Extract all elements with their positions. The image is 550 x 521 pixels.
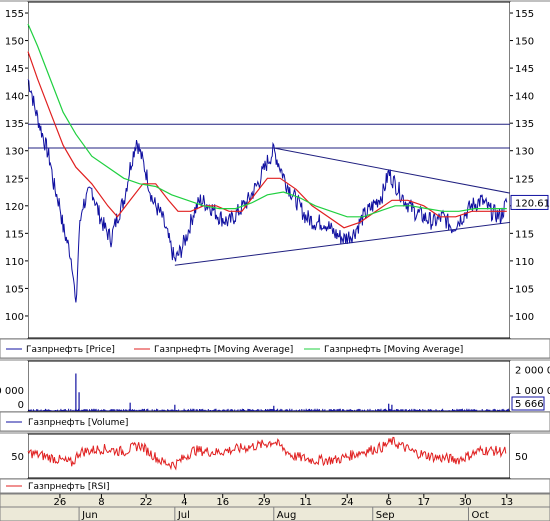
trendline xyxy=(174,221,511,266)
price-ytick-left: 110 xyxy=(5,257,24,268)
price-ytick-right: 130 xyxy=(515,147,534,158)
legend-label-2: Газпрнефть [Moving Average] xyxy=(154,345,293,355)
x-day-tick: 4 xyxy=(181,497,187,508)
price-legend-bar xyxy=(0,338,550,359)
x-day-tick: 24 xyxy=(341,497,354,508)
rsi-ytick-left: 50 xyxy=(11,452,24,463)
rsi-ytick-right: 50 xyxy=(515,452,528,463)
x-month-tick: Aug xyxy=(277,510,297,521)
price-ytick-left: 105 xyxy=(5,284,24,295)
x-day-tick: 29 xyxy=(258,497,271,508)
price-ytick-right: 135 xyxy=(515,119,534,130)
price-ytick-left: 115 xyxy=(5,229,24,240)
price-right-axis xyxy=(510,2,550,338)
legend-label-1: Газпрнефть [Price] xyxy=(26,345,115,355)
price-plot-area xyxy=(27,1,511,339)
volume-bars xyxy=(28,408,510,411)
volume-ytick-right: 2 000 000 xyxy=(515,365,550,376)
rsi-legend-label: Газпрнефть [RSI] xyxy=(28,482,110,492)
price-ytick-right: 100 xyxy=(515,312,534,323)
trendline xyxy=(273,147,511,194)
volume-ytick-left: 0 000 xyxy=(0,386,24,397)
price-ytick-left: 125 xyxy=(5,174,24,185)
price-ytick-right: 145 xyxy=(515,64,534,75)
x-axis: 26 8 22 4 16 29 11 24 6 17 30 13 Jun Jul Aug Sep Oct xyxy=(0,493,550,521)
x-day-tick: 6 xyxy=(386,497,392,508)
price-ytick-left: 140 xyxy=(5,92,24,103)
price-ytick-right: 125 xyxy=(515,174,534,185)
rsi-left-axis xyxy=(0,434,28,478)
moving-average-line-1 xyxy=(27,51,507,229)
price-ytick-right: 140 xyxy=(515,92,534,103)
price-legend: Газпрнефть [Price] Газпрнефть [Moving Ave… xyxy=(0,338,550,359)
rsi-plot-area xyxy=(27,433,511,479)
volume-left-axis xyxy=(0,361,28,411)
volume-legend: Газпрнефть [Volume] xyxy=(0,411,550,432)
volume-last-value-box xyxy=(511,396,545,411)
x-day-tick: 16 xyxy=(216,497,229,508)
price-ytick-right: 155 xyxy=(515,9,534,20)
price-ytick-right: 150 xyxy=(515,37,534,48)
price-ytick-left: 145 xyxy=(5,64,24,75)
x-month-tick: Sep xyxy=(376,510,395,521)
x-month-tick: Jul xyxy=(177,510,190,521)
price-ytick-right: 115 xyxy=(515,229,534,240)
volume-legend-label: Газпрнефть [Volume] xyxy=(28,418,128,428)
price-ytick-left: 100 xyxy=(5,312,24,323)
x-day-tick: 13 xyxy=(500,497,513,508)
legend-label-3: Газпрнефть [Moving Average] xyxy=(324,345,463,355)
price-ytick-right: 105 xyxy=(515,284,534,295)
x-day-tick: 11 xyxy=(299,497,312,508)
x-day-tick: 8 xyxy=(98,497,104,508)
price-series-line xyxy=(27,79,508,303)
volume-ytick-right: 1 000 000 xyxy=(515,386,550,397)
x-day-tick: 30 xyxy=(459,497,472,508)
rsi-series-line xyxy=(27,436,507,471)
x-month-tick: Oct xyxy=(472,510,489,521)
rsi-legend-bar xyxy=(0,478,550,494)
price-last-value: 120.61 xyxy=(515,198,550,209)
volume-plot-area xyxy=(27,360,511,412)
price-ytick-right: 110 xyxy=(515,257,534,268)
rsi-panel: 50 50 xyxy=(0,433,550,479)
volume-legend-bar xyxy=(0,411,550,432)
x-day-tick: 26 xyxy=(54,497,67,508)
price-left-axis xyxy=(0,2,28,338)
price-ytick-left: 135 xyxy=(5,119,24,130)
volume-ytick-left-zero: 0 xyxy=(18,400,24,411)
price-ytick-left: 155 xyxy=(5,9,24,20)
price-panel: 1001001051051101101151151201201251251301… xyxy=(0,1,550,339)
volume-last-value: 5 666 xyxy=(515,399,544,410)
rsi-right-axis xyxy=(510,434,550,478)
x-month-tick: Jun xyxy=(81,510,98,521)
x-day-tick: 22 xyxy=(140,497,153,508)
moving-average-line-2 xyxy=(27,23,507,218)
volume-panel: 1 000 000 2 000 000 0 000 0 5 666 xyxy=(0,360,550,412)
price-ytick-left: 150 xyxy=(5,37,24,48)
price-ytick-left: 120 xyxy=(5,202,24,213)
price-ytick-left: 130 xyxy=(5,147,24,158)
price-last-value-box xyxy=(510,194,549,210)
x-day-tick: 17 xyxy=(417,497,430,508)
rsi-legend: Газпрнефть [RSI] xyxy=(0,478,550,494)
